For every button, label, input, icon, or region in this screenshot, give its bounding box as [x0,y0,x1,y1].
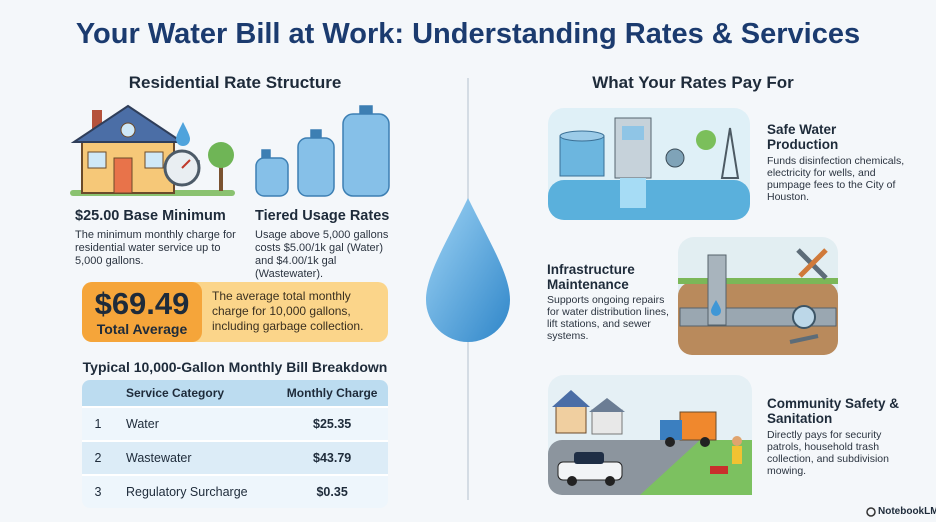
card-title: Tiered Usage Rates [255,208,390,224]
water-drop [426,198,510,342]
bottles-illustration [255,105,390,197]
left-heading: Residential Rate Structure [128,73,342,92]
cell: Wastewater [114,440,277,474]
average-label: Total Average [96,321,188,337]
table-title: Typical 10,000-Gallon Monthly Bill Break… [82,359,388,375]
item-text: Funds disinfection chemicals, electricit… [767,155,905,203]
infrastructure-illustration [678,237,838,355]
header-cell: Monthly Charge [276,380,388,406]
brand-icon [866,507,876,517]
cell: $25.35 [276,406,388,440]
card-text: Usage above 5,000 gallons costs $5.00/1k… [255,229,389,280]
card-text: The minimum monthly charge for residenti… [75,229,236,267]
title: Your Water Bill at Work: Understanding R… [75,18,861,50]
water-production-illustration [548,108,750,220]
item-text: Directly pays for security patrols, hous… [767,429,889,477]
header-cell [82,380,114,406]
cell: Water [114,406,277,440]
cell: 1 [82,406,114,440]
item-title: Infrastructure Maintenance [547,262,635,292]
bill-table: Service Category Monthly Charge 1 Water $2… [82,380,388,508]
average-text: The average total monthly charge for 10,… [212,289,364,333]
right-heading: What Your Rates Pay For [592,73,794,92]
item-title: Community Safety & Sanitation [767,396,900,426]
community-illustration [548,375,752,495]
cell: $43.79 [276,440,388,474]
average-amount: $69.49 [94,286,190,321]
cell: $0.35 [276,474,388,508]
house-illustration [70,104,235,196]
card-title: $25.00 Base Minimum [75,208,226,224]
item-text: Supports ongoing repairs for water distr… [547,294,669,342]
cell: 3 [82,474,114,508]
brand: NotebookLM [878,506,936,517]
item-title: Safe Water Production [767,122,839,152]
cell: Regulatory Surcharge [114,474,277,508]
header-cell: Service Category [114,380,277,406]
highlight-amount-box [82,282,202,342]
cell: 2 [82,440,114,474]
